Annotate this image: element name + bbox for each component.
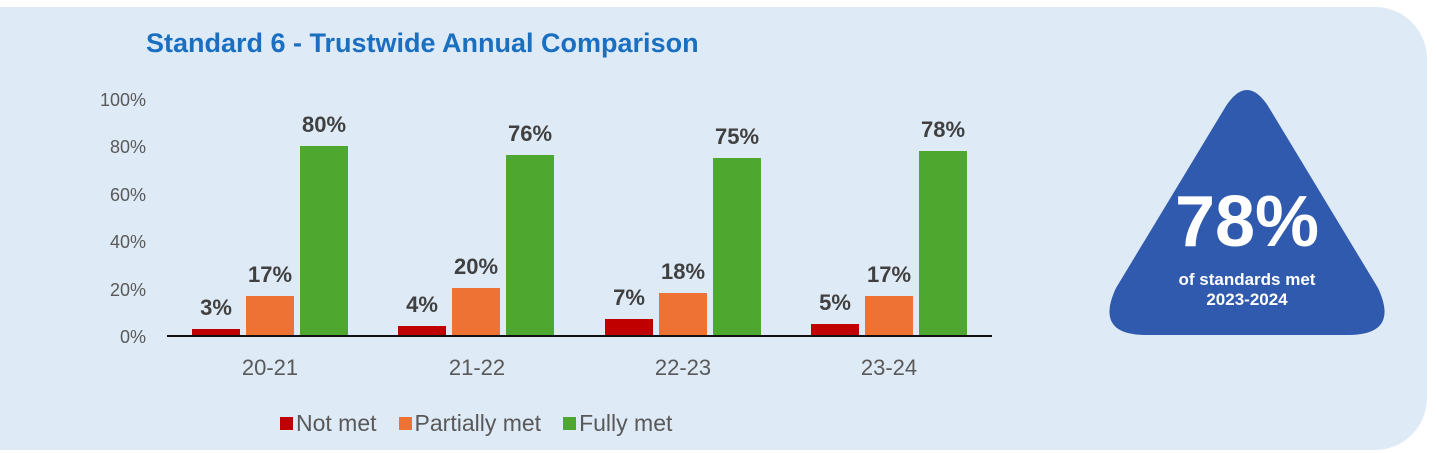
data-label: 75%	[714, 124, 760, 149]
chart-title: Standard 6 - Trustwide Annual Comparison	[146, 28, 699, 58]
bar-fully-met	[919, 151, 967, 336]
legend-item-partially-met: Partially met	[398, 410, 542, 437]
data-label: 4%	[406, 292, 438, 317]
legend-item-fully-met: Fully met	[563, 410, 672, 437]
data-label: 76%	[507, 121, 553, 146]
data-label: 7%	[613, 285, 645, 310]
bar-fully-met	[506, 155, 554, 336]
data-label: 17%	[247, 262, 293, 287]
bar-not-met	[605, 319, 653, 336]
badge-caption: of standards met	[1178, 270, 1316, 289]
data-label: 17%	[866, 262, 912, 287]
x-axis-line	[167, 335, 992, 337]
bar-not-met	[398, 326, 446, 336]
x-tick-label: 20-21	[241, 355, 299, 380]
badge-value: 78%	[1174, 182, 1320, 262]
bar-fully-met	[713, 158, 761, 336]
legend-swatch-icon	[563, 417, 577, 430]
bar-partially-met	[659, 293, 707, 336]
y-tick-label: 40%	[109, 232, 146, 252]
legend-swatch-icon	[398, 417, 412, 430]
bar-partially-met	[246, 296, 294, 336]
bar-not-met	[811, 324, 859, 336]
legend-label: Partially met	[414, 410, 542, 436]
data-label: 20%	[453, 254, 499, 279]
rounded-triangle-badge-icon	[1109, 90, 1385, 335]
x-tick-label: 22-23	[654, 355, 712, 380]
bar-partially-met	[865, 296, 913, 336]
bar-fully-met	[300, 146, 348, 336]
data-label: 5%	[819, 290, 851, 315]
y-tick-label: 100%	[99, 90, 146, 110]
y-tick-label: 80%	[109, 137, 146, 157]
y-tick-label: 0%	[119, 327, 146, 347]
bar-not-met	[192, 329, 240, 336]
legend-swatch-icon	[280, 417, 293, 430]
data-label: 80%	[301, 112, 347, 137]
bar-partially-met	[452, 288, 500, 336]
chart-legend: Not met Partially met Fully met	[280, 410, 694, 437]
data-label: 3%	[200, 295, 232, 320]
y-tick-label: 20%	[109, 280, 146, 300]
x-tick-label: 21-22	[448, 355, 506, 380]
data-label: 18%	[660, 259, 706, 284]
legend-label: Fully met	[579, 410, 673, 436]
data-label: 78%	[920, 117, 966, 142]
legend-label: Not met	[296, 410, 377, 436]
x-tick-label: 23-24	[860, 355, 918, 380]
legend-item-not-met: Not met	[280, 410, 377, 437]
badge-period: 2023-2024	[1206, 290, 1288, 309]
y-tick-label: 60%	[109, 185, 146, 205]
